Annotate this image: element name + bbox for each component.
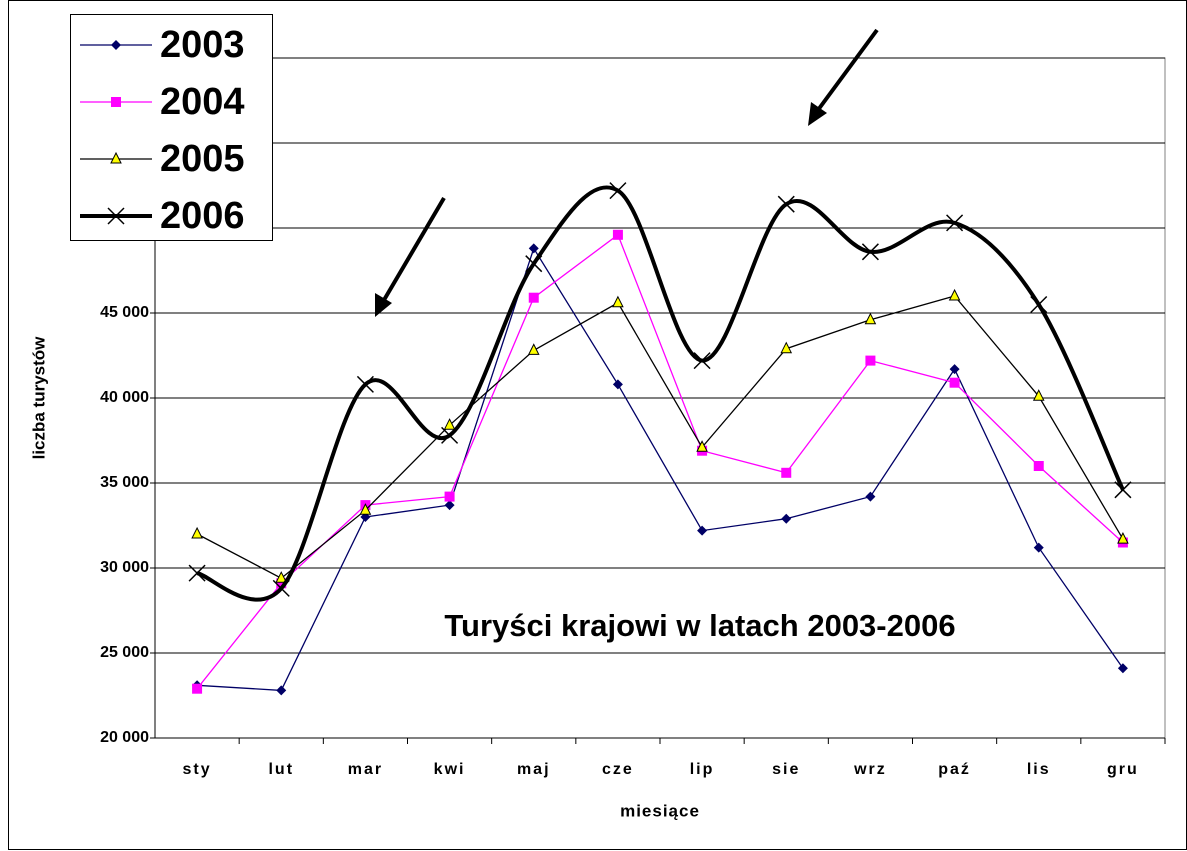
x-tick-label: sty: [183, 761, 212, 778]
x-axis-label: miesiące: [620, 801, 700, 820]
legend-label: 2006: [160, 195, 245, 237]
marker: [272, 579, 290, 597]
legend-marker: [111, 40, 121, 50]
x-tick-label: paź: [938, 761, 971, 778]
y-tick-label: 40 000: [100, 389, 149, 406]
series-line: [196, 185, 1125, 602]
marker: [697, 525, 708, 536]
marker: [781, 513, 792, 524]
marker: [1117, 663, 1128, 674]
marker: [864, 312, 877, 325]
legend-marker: [107, 207, 125, 225]
marker: [949, 377, 960, 388]
marker: [949, 364, 960, 375]
marker: [696, 440, 708, 452]
marker: [359, 503, 372, 515]
marker: [612, 229, 623, 240]
marker: [1030, 295, 1048, 314]
marker: [865, 491, 876, 502]
marker: [612, 379, 623, 390]
x-tick-label: lip: [690, 761, 715, 778]
marker: [188, 564, 206, 582]
marker: [609, 182, 627, 200]
marker: [527, 343, 540, 355]
marker: [693, 352, 711, 370]
marker: [777, 195, 795, 213]
marker: [444, 500, 455, 511]
marker: [443, 418, 456, 430]
x-tick-label: wrz: [853, 761, 887, 778]
marker: [528, 292, 539, 303]
x-tick-label: mar: [348, 761, 383, 778]
y-tick-label: 30 000: [100, 559, 149, 576]
marker: [1033, 542, 1044, 553]
legend-label: 2005: [160, 138, 245, 180]
marker: [525, 255, 543, 273]
marker: [1032, 389, 1045, 401]
x-tick-label: lut: [268, 761, 294, 778]
marker: [444, 491, 455, 502]
chart-title: Turyści krajowi w latach 2003-2006: [444, 608, 955, 643]
series-line: [196, 233, 1124, 690]
x-tick-label: lis: [1027, 761, 1051, 778]
marker: [861, 243, 879, 261]
marker: [865, 355, 876, 366]
marker: [948, 288, 961, 301]
x-tick-label: sie: [772, 761, 800, 778]
y-tick-label: 45 000: [100, 304, 149, 321]
marker: [191, 526, 203, 539]
marker: [192, 683, 203, 694]
legend-label: 2004: [160, 81, 245, 123]
x-tick-label: kwi: [434, 761, 466, 778]
marker: [528, 243, 539, 254]
legend-marker: [111, 97, 121, 107]
legend-label: 2003: [160, 24, 245, 66]
x-tick-label: gru: [1107, 761, 1139, 778]
x-tick-label: maj: [517, 761, 551, 778]
marker: [612, 295, 624, 308]
y-tick-label: 20 000: [100, 729, 149, 746]
marker: [946, 214, 964, 232]
marker: [1117, 531, 1129, 544]
marker: [356, 375, 374, 393]
marker: [276, 685, 287, 696]
marker: [780, 341, 793, 354]
marker: [441, 426, 459, 444]
legend-box: [70, 14, 273, 241]
legend-marker: [110, 151, 122, 164]
y-tick-label: 25 000: [100, 644, 149, 661]
marker: [1033, 461, 1044, 471]
marker: [781, 467, 792, 478]
arrow: [375, 28, 879, 317]
y-tick-label: 35 000: [100, 474, 149, 491]
marker: [1114, 481, 1132, 499]
x-tick-label: cze: [602, 761, 634, 778]
series-line: [196, 295, 1124, 579]
marker: [276, 578, 287, 589]
marker: [275, 571, 288, 583]
series-line: [197, 246, 1124, 692]
y-axis-label: liczba turystów: [29, 336, 48, 460]
